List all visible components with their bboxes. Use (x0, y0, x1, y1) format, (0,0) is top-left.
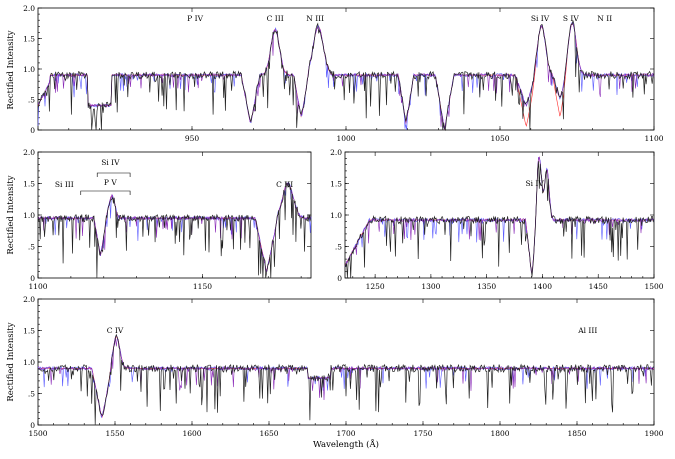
x-tick-label: 1500 (644, 282, 663, 291)
x-tick-label: 1750 (413, 429, 432, 438)
x-tick-label: 1350 (477, 282, 496, 291)
y-tick-label: 1.5 (330, 180, 342, 189)
y-tick-label: 1.0 (23, 211, 35, 220)
ion-label: S IV (563, 14, 579, 23)
plot-frame (344, 151, 655, 279)
plot-frame (37, 7, 655, 131)
model-purple-line (37, 23, 655, 129)
y-tick-label: .5 (28, 390, 35, 399)
x-tick-label: 1100 (28, 282, 47, 291)
panel-top-950-1100: 0 .5 1.0 1.5 2.0 950 1000 1050 1100 P IV C III N II… (23, 4, 664, 143)
p-v-bracket (80, 190, 131, 195)
y-tick-label: 2.0 (23, 148, 35, 157)
y-tick-label: 0 (337, 274, 342, 283)
x-tick-label: 950 (185, 134, 200, 143)
panel-bottom-1500-1900: 0 .5 1.0 1.5 2.0 1500 1550 1600 1650 1700 1750 1800… (23, 295, 664, 438)
y-tick-label: 1.5 (23, 35, 35, 44)
model-blue-line (37, 21, 655, 131)
observed-spectrum-line (37, 20, 655, 132)
y-tick-label: 1.5 (23, 327, 35, 336)
ion-label: Si III (55, 180, 74, 189)
ion-label: P IV (187, 14, 203, 23)
x-tick-label: 1450 (589, 282, 608, 291)
si-iv-bracket (96, 172, 131, 177)
model-blue-line (344, 156, 655, 275)
y-tick-label: 2.0 (23, 4, 35, 13)
x-tick-label: 1600 (182, 429, 201, 438)
y-tick-label: .5 (335, 243, 342, 252)
x-tick-label: 1400 (533, 282, 552, 291)
x-tick-label: 1500 (28, 429, 47, 438)
ion-label: Si IV (525, 179, 544, 188)
model-purple-line (37, 336, 655, 417)
ion-label: Si IV (531, 14, 550, 23)
x-tick-label: 1900 (644, 429, 663, 438)
observed-spectrum-line (344, 161, 655, 279)
x-tick-label: 1050 (490, 134, 509, 143)
panel-middle-right-1223-1500: 0 .5 1.0 1.5 2.0 1250 1300 1350 1400 1450 1500 Si I… (330, 148, 664, 291)
ylabel-top: Rectified Intensity (6, 30, 16, 109)
model-blue-line (37, 335, 655, 419)
x-tick-label: 1300 (421, 282, 440, 291)
y-tick-label: 1.5 (23, 180, 35, 189)
x-tick-label: 1800 (490, 429, 509, 438)
plot-frame (37, 298, 655, 426)
model-purple-line (344, 156, 655, 274)
x-tick-label: 1100 (644, 134, 663, 143)
ion-label: Si IV (101, 158, 120, 167)
x-tick-label: 1700 (336, 429, 355, 438)
y-tick-label: .5 (28, 243, 35, 252)
x-tick-label: 1250 (366, 282, 385, 291)
x-tick-label: 1650 (259, 429, 278, 438)
x-tick-label: 1850 (567, 429, 586, 438)
x-tick-label: 1000 (336, 134, 355, 143)
y-tick-label: 0 (30, 421, 35, 430)
observed-spectrum-line (37, 333, 655, 425)
y-tick-label: 2.0 (23, 295, 35, 304)
ion-label: C III (267, 14, 284, 23)
y-tick-label: 1.0 (330, 211, 342, 220)
observed-spectrum-line (37, 182, 312, 279)
y-tick-label: 2.0 (330, 148, 342, 157)
x-tick-label: 1550 (105, 429, 124, 438)
y-tick-label: .5 (28, 96, 35, 105)
ion-label: C IV (107, 326, 124, 335)
ion-label: P V (104, 178, 117, 187)
y-tick-label: 0 (30, 274, 35, 283)
ion-label: N II (597, 14, 612, 23)
model-red-line (344, 156, 654, 275)
panel-middle-left-1100-1183: 0 .5 1.0 1.5 2.0 1100 1150 Si III Si IV P V C III (23, 148, 312, 291)
y-tick-label: 1.0 (23, 358, 35, 367)
ylabel-middle: Rectified Intensity (6, 175, 16, 254)
ion-label: N III (306, 14, 324, 23)
y-tick-label: 1.0 (23, 65, 35, 74)
model-red-line (38, 336, 654, 418)
ion-label: C III (276, 180, 293, 189)
ion-label: Al III (577, 326, 597, 335)
x-tick-label: 1150 (193, 282, 212, 291)
xlabel-bottom: Wavelength (Å) (313, 438, 379, 450)
ylabel-bottom: Rectified Intensity (6, 322, 16, 401)
y-tick-label: 0 (30, 126, 35, 135)
